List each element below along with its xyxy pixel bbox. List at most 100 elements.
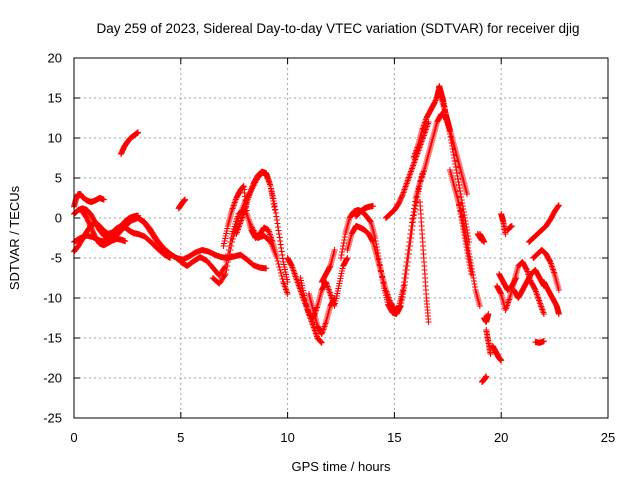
data-point (343, 256, 350, 262)
data-markers (71, 83, 562, 385)
data-point (464, 247, 471, 253)
data-point (399, 287, 406, 293)
data-point (402, 267, 409, 273)
data-point (326, 264, 333, 270)
data-point (331, 295, 338, 301)
data-point (462, 241, 469, 247)
y-tick-label: -25 (43, 411, 62, 426)
data-point (270, 198, 277, 204)
data-point (470, 275, 477, 281)
data-point (278, 273, 285, 279)
x-tick-label: 15 (387, 430, 401, 445)
data-point (268, 189, 275, 195)
data-point (483, 373, 490, 380)
data-point (555, 202, 562, 209)
data-point (466, 262, 473, 268)
data-point (555, 311, 562, 317)
data-point (456, 202, 463, 208)
data-point (277, 238, 284, 244)
data-point (278, 245, 285, 251)
data-point (277, 270, 284, 276)
y-tick-label: -5 (50, 251, 62, 266)
data-point (263, 265, 270, 272)
data-point (405, 247, 412, 253)
data-point (338, 252, 345, 258)
data-point (340, 243, 347, 249)
series-track-31 (489, 343, 505, 364)
data-point (273, 213, 280, 220)
series-track-7 (175, 196, 189, 212)
data-point (467, 268, 474, 274)
y-tick-label: 20 (48, 51, 62, 66)
series-track-26 (455, 199, 475, 277)
data-point (410, 209, 417, 215)
series-track-38 (532, 338, 547, 346)
data-point (408, 223, 415, 229)
data-point (403, 263, 410, 269)
data-point (276, 234, 283, 241)
data-point (467, 265, 474, 271)
data-point (425, 319, 432, 325)
series-track-6 (117, 129, 142, 157)
x-tick-label: 20 (494, 430, 508, 445)
data-point (409, 219, 416, 226)
data-point (409, 216, 416, 222)
data-point (274, 220, 281, 227)
series-track-4 (71, 191, 107, 210)
data-point (331, 247, 338, 253)
data-point (228, 243, 235, 249)
data-point (555, 287, 562, 293)
data-point (540, 338, 547, 345)
data-point (367, 218, 374, 225)
data-point (135, 129, 142, 136)
series-track-35 (525, 202, 562, 245)
data-point (401, 279, 408, 285)
series-track-36 (530, 247, 562, 293)
series-track-40 (474, 231, 485, 244)
series-track-33 (496, 271, 520, 293)
data-point (344, 255, 351, 261)
data-point (478, 236, 485, 243)
data-point (457, 188, 464, 194)
series-track-12 (233, 168, 278, 237)
data-point (471, 281, 478, 287)
data-point (269, 192, 276, 198)
data-point (229, 236, 236, 242)
data-point (497, 290, 504, 296)
data-point (487, 351, 494, 357)
data-point (485, 311, 492, 317)
data-point (268, 186, 275, 192)
data-point (226, 251, 233, 257)
data-point (460, 226, 467, 232)
data-point (271, 204, 278, 210)
series-track-23 (417, 199, 432, 325)
data-point (227, 247, 234, 253)
series-track-29 (483, 327, 494, 357)
data-point (464, 250, 471, 256)
data-point (502, 231, 509, 237)
data-point (451, 158, 458, 164)
data-point (401, 282, 408, 288)
data-point (465, 256, 472, 262)
data-point (404, 251, 411, 257)
data-point (555, 203, 562, 209)
data-point (340, 240, 347, 246)
series-track-32 (493, 259, 547, 317)
data-point (284, 279, 291, 285)
series-track-41 (498, 211, 509, 237)
data-point (369, 238, 376, 244)
chart-title: Day 259 of 2023, Sidereal Day-to-day VTE… (97, 21, 580, 36)
data-point (403, 259, 410, 265)
y-tick-label: -10 (43, 291, 62, 306)
series-track-11 (220, 183, 280, 261)
data-point (100, 196, 107, 203)
data-point (513, 275, 520, 281)
data-point (458, 217, 465, 223)
data-point (458, 214, 465, 220)
data-point (341, 234, 348, 240)
data-point (462, 238, 469, 244)
data-point (466, 259, 473, 265)
data-point (407, 231, 414, 237)
data-point (460, 229, 467, 235)
